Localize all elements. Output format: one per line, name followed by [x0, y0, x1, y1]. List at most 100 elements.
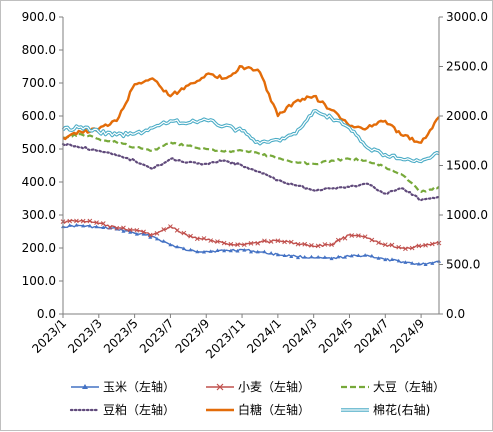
series-marker	[188, 233, 193, 239]
x-tick-label: 2024/1	[244, 316, 284, 356]
series-marker	[100, 221, 106, 226]
series-layer	[60, 65, 442, 267]
y-tick-label: 800.0	[22, 43, 56, 57]
y2-tick-label: 3000.0	[446, 10, 488, 24]
series-marker	[430, 261, 435, 265]
y-tick-label: 200.0	[22, 241, 56, 255]
series-marker	[202, 249, 206, 254]
series-marker	[228, 241, 234, 247]
x-tick-label: 2024/7	[352, 316, 392, 356]
legend-item: 玉米（左轴）	[71, 379, 175, 394]
series-marker	[141, 232, 146, 236]
series-5	[61, 109, 440, 164]
series-line	[61, 143, 441, 202]
series-marker	[101, 225, 106, 229]
series-marker	[268, 239, 274, 244]
series-marker	[396, 258, 401, 263]
series-marker	[329, 256, 334, 261]
series-marker	[87, 223, 92, 228]
series-marker	[67, 218, 73, 224]
legend-label: 豆粕（左轴）	[103, 402, 175, 417]
x-tick-label: 2024/3	[280, 316, 320, 356]
series-marker	[335, 237, 341, 243]
x-tick-label: 2024/9	[387, 316, 427, 356]
series-marker	[127, 227, 133, 233]
plot-area	[63, 17, 439, 314]
series-marker	[316, 254, 321, 259]
legend-marker	[82, 384, 88, 389]
y-tick-label: 300.0	[22, 208, 56, 222]
series-marker	[215, 239, 220, 244]
series-marker	[161, 239, 166, 243]
series-marker	[121, 225, 126, 231]
series-marker	[147, 232, 153, 238]
series-marker	[255, 240, 261, 246]
series-marker	[195, 249, 200, 254]
series-marker	[289, 254, 294, 259]
series-marker	[74, 218, 79, 224]
series-marker	[262, 249, 267, 254]
series-marker	[302, 255, 307, 259]
series-marker	[349, 233, 355, 238]
series-marker	[201, 236, 207, 241]
x-tick-label: 2024/5	[316, 316, 356, 356]
series-marker	[141, 229, 146, 235]
x-tick-label: 2023/1	[29, 316, 69, 356]
legend-label: 大豆（左轴）	[373, 379, 445, 394]
y2-tick-label: 2000.0	[446, 109, 488, 123]
series-marker	[369, 237, 375, 243]
series-marker	[94, 224, 99, 229]
series-marker	[376, 240, 381, 246]
series-marker	[423, 262, 428, 267]
series-marker	[74, 223, 79, 227]
series-marker	[188, 247, 193, 252]
series-marker	[369, 253, 374, 258]
series-marker	[94, 220, 99, 225]
series-marker	[269, 250, 274, 255]
series-marker	[168, 242, 173, 247]
series-marker	[362, 234, 368, 240]
series-line	[62, 132, 440, 193]
series-marker	[121, 229, 126, 233]
series-marker	[282, 253, 287, 258]
series-marker	[148, 235, 153, 239]
series-2	[62, 132, 440, 193]
series-line	[62, 65, 440, 144]
series-marker	[67, 223, 72, 227]
legend-marker	[216, 383, 224, 391]
y-tick-label: 400.0	[22, 175, 56, 189]
y2-tick-label: 1500.0	[446, 159, 488, 173]
y-tick-label: 900.0	[22, 10, 56, 24]
series-marker	[382, 242, 388, 248]
y-tick-label: 600.0	[22, 109, 56, 123]
series-marker	[174, 227, 180, 233]
series-marker	[242, 248, 247, 252]
legend-label: 白糖（左轴）	[238, 402, 310, 417]
series-marker	[81, 223, 86, 228]
series-marker	[416, 261, 421, 266]
x-tick-label: 2023/11	[203, 316, 248, 361]
series-marker	[134, 227, 140, 233]
series-marker	[228, 248, 233, 253]
series-marker	[194, 236, 200, 242]
series-marker	[309, 243, 314, 248]
legend-label: 棉花(右轴)	[373, 402, 430, 417]
legend-label: 小麦（左轴）	[238, 379, 310, 394]
y2-tick-label: 500.0	[446, 258, 480, 272]
y-tick-label: 100.0	[22, 274, 56, 288]
series-marker	[208, 238, 214, 243]
series-marker	[376, 256, 381, 260]
series-marker	[154, 230, 160, 236]
series-marker	[396, 244, 402, 250]
series-marker	[222, 248, 227, 253]
series-marker	[208, 249, 213, 253]
series-1	[60, 218, 442, 252]
y-tick-label: 500.0	[22, 142, 56, 156]
series-marker	[295, 241, 301, 247]
series-marker	[322, 255, 327, 259]
series-marker	[235, 242, 240, 247]
series-marker	[249, 249, 253, 254]
series-marker	[168, 224, 173, 229]
series-marker	[114, 225, 120, 231]
